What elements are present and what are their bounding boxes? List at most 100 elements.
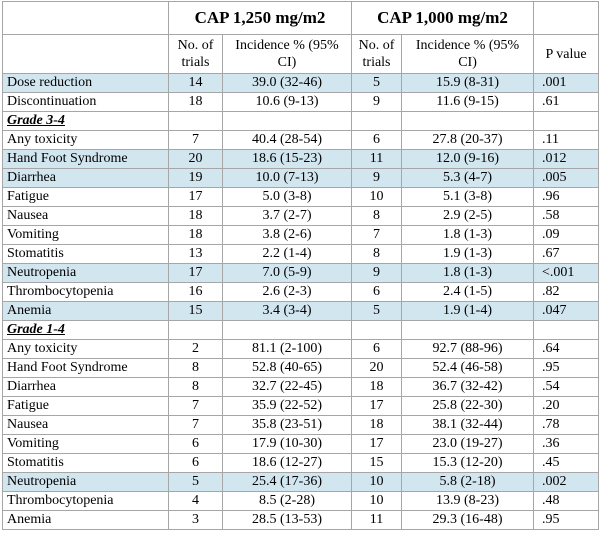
incidence-cap1000: 5.1 (3-8) <box>401 187 535 207</box>
incidence-cap1000: 25.8 (22-30) <box>401 396 535 416</box>
incidence-cap1250: 2.6 (2-3) <box>221 282 353 302</box>
table-row: Diarrhea 19 10.0 (7-13) 9 5.3 (4-7) .005 <box>2 168 600 188</box>
incidence-cap1000: 5.8 (2-18) <box>401 472 535 492</box>
incidence-cap1000: 1.9 (1-4) <box>401 301 535 321</box>
row-label: Fatigue <box>2 396 169 416</box>
p-value: .64 <box>533 339 600 359</box>
trials-cap1000: 9 <box>351 92 403 112</box>
incidence-cap1000: 2.9 (2-5) <box>401 206 535 226</box>
table-row: Hand Foot Syndrome 20 18.6 (15-23) 11 12.0 (… <box>2 149 600 169</box>
row-label: Nausea <box>2 415 169 435</box>
incidence-cap1250: 52.8 (40-65) <box>221 358 353 378</box>
incidence-cap1250: 2.2 (1-4) <box>221 244 353 264</box>
table-row: Stomatitis 13 2.2 (1-4) 8 1.9 (1-3) .67 <box>2 244 600 264</box>
section-blank-cell <box>168 111 223 131</box>
trials-cap1000: 17 <box>351 396 403 416</box>
title-blank-cell <box>533 1 600 35</box>
trials-cap1250: 7 <box>168 130 223 150</box>
trials-cap1250: 7 <box>168 396 223 416</box>
incidence-cap1250: 3.8 (2-6) <box>221 225 353 245</box>
incidence-cap1000: 12.0 (9-16) <box>401 149 535 169</box>
section-label: Grade 3-4 <box>2 111 169 131</box>
incidence-cap1250: 35.8 (23-51) <box>221 415 353 435</box>
p-value: .54 <box>533 377 600 397</box>
incidence-cap1250: 17.9 (10-30) <box>221 434 353 454</box>
trials-cap1000: 5 <box>351 73 403 93</box>
incidence-cap1000: 92.7 (88-96) <box>401 339 535 359</box>
section-blank-cell <box>533 320 600 340</box>
row-label: Diarrhea <box>2 377 169 397</box>
trials-cap1000: 8 <box>351 244 403 264</box>
trials-cap1000: 6 <box>351 130 403 150</box>
trials-cap1250: 2 <box>168 339 223 359</box>
section-blank-cell <box>351 320 403 340</box>
trials-cap1000: 6 <box>351 282 403 302</box>
header-incidence-1: Incidence % (95% CI) <box>221 34 353 74</box>
p-value: .58 <box>533 206 600 226</box>
table-row: Discontinuation 18 10.6 (9-13) 9 11.6 (9-15)… <box>2 92 600 112</box>
table-row: Any toxicity 2 81.1 (2-100) 6 92.7 (88-96) .6… <box>2 339 600 359</box>
trials-cap1250: 8 <box>168 377 223 397</box>
trials-cap1000: 9 <box>351 168 403 188</box>
incidence-cap1250: 35.9 (22-52) <box>221 396 353 416</box>
row-label: Hand Foot Syndrome <box>2 358 169 378</box>
incidence-cap1000: 1.8 (1-3) <box>401 225 535 245</box>
table-row: Nausea 7 35.8 (23-51) 18 38.1 (32-44) .78 <box>2 415 600 435</box>
trials-cap1000: 10 <box>351 187 403 207</box>
section-header-grade-1-4: Grade 1-4 <box>2 320 600 340</box>
header-blank-cell <box>2 34 169 74</box>
trials-cap1000: 10 <box>351 472 403 492</box>
trials-cap1000: 18 <box>351 415 403 435</box>
trials-cap1000: 20 <box>351 358 403 378</box>
row-label: Nausea <box>2 206 169 226</box>
incidence-cap1250: 18.6 (15-23) <box>221 149 353 169</box>
row-label: Thrombocytopenia <box>2 282 169 302</box>
p-value: .95 <box>533 358 600 378</box>
row-label: Any toxicity <box>2 130 169 150</box>
section-header-grade-3-4: Grade 3-4 <box>2 111 600 131</box>
trials-cap1000: 15 <box>351 453 403 473</box>
row-label: Anemia <box>2 510 169 530</box>
trials-cap1250: 8 <box>168 358 223 378</box>
trials-cap1250: 7 <box>168 415 223 435</box>
trials-cap1250: 19 <box>168 168 223 188</box>
group1-title: CAP 1,250 mg/m2 <box>167 1 353 35</box>
incidence-cap1000: 1.8 (1-3) <box>401 263 535 283</box>
trials-cap1000: 9 <box>351 263 403 283</box>
p-value: .001 <box>533 73 600 93</box>
incidence-cap1250: 28.5 (13-53) <box>221 510 353 530</box>
trials-cap1250: 14 <box>168 73 223 93</box>
p-value: .36 <box>533 434 600 454</box>
p-value: .67 <box>533 244 600 264</box>
p-value: .48 <box>533 491 600 511</box>
row-label: Anemia <box>2 301 169 321</box>
incidence-cap1250: 81.1 (2-100) <box>221 339 353 359</box>
incidence-cap1250: 8.5 (2-28) <box>221 491 353 511</box>
incidence-cap1250: 40.4 (28-54) <box>221 130 353 150</box>
table-row: Fatigue 7 35.9 (22-52) 17 25.8 (22-30) .20 <box>2 396 600 416</box>
incidence-cap1000: 36.7 (32-42) <box>401 377 535 397</box>
trials-cap1000: 7 <box>351 225 403 245</box>
trials-cap1000: 5 <box>351 301 403 321</box>
trials-cap1250: 6 <box>168 453 223 473</box>
incidence-cap1000: 15.9 (8-31) <box>401 73 535 93</box>
incidence-cap1000: 38.1 (32-44) <box>401 415 535 435</box>
section-blank-cell <box>221 320 353 340</box>
row-label: Neutropenia <box>2 472 169 492</box>
table-row: Diarrhea 8 32.7 (22-45) 18 36.7 (32-42) .54 <box>2 377 600 397</box>
header-trials-1: No. of trials <box>168 34 223 74</box>
incidence-cap1250: 32.7 (22-45) <box>221 377 353 397</box>
p-value: .78 <box>533 415 600 435</box>
p-value: .20 <box>533 396 600 416</box>
trials-cap1250: 18 <box>168 92 223 112</box>
table-row: Nausea 18 3.7 (2-7) 8 2.9 (2-5) .58 <box>2 206 600 226</box>
trials-cap1250: 4 <box>168 491 223 511</box>
header-incidence-2: Incidence % (95% CI) <box>401 34 535 74</box>
p-value: .012 <box>533 149 600 169</box>
incidence-cap1000: 5.3 (4-7) <box>401 168 535 188</box>
incidence-cap1000: 2.4 (1-5) <box>401 282 535 302</box>
p-value: .005 <box>533 168 600 188</box>
column-header-row: No. of trials Incidence % (95% CI) No. o… <box>2 34 600 74</box>
table-row: Any toxicity 7 40.4 (28-54) 6 27.8 (20-37) .1… <box>2 130 600 150</box>
incidence-cap1000: 15.3 (12-20) <box>401 453 535 473</box>
